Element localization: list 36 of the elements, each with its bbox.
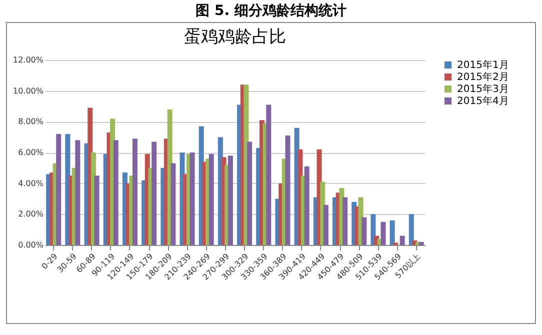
bar [170, 163, 176, 245]
y-tick-label: 2.00% [18, 210, 44, 219]
bar [132, 138, 138, 245]
bar [266, 104, 272, 245]
y-tick-label: 0.00% [18, 240, 44, 250]
bar [390, 220, 395, 245]
bar [190, 152, 195, 245]
bar [323, 204, 328, 245]
bar [113, 140, 118, 245]
bar [342, 197, 348, 245]
bar [247, 142, 252, 245]
bar [285, 136, 290, 245]
bar [94, 176, 100, 245]
bar [304, 166, 310, 245]
bar [152, 142, 157, 245]
bar [380, 222, 386, 245]
bar [370, 214, 376, 245]
bar [208, 154, 214, 245]
y-tick-label: 8.00% [18, 117, 44, 126]
legend-label: 2015年2月 [457, 71, 509, 83]
y-tick-label: 12.00% [12, 56, 44, 64]
y-tick-label: 10.00% [12, 86, 44, 96]
bar [228, 156, 233, 245]
y-tick-label: 6.00% [18, 148, 44, 157]
legend-label: 2015年3月 [457, 83, 509, 95]
bar [418, 242, 424, 245]
legend-label: 2015年4月 [457, 95, 509, 107]
bar [400, 236, 405, 245]
y-tick-label: 4.00% [18, 178, 44, 188]
bar [75, 140, 80, 245]
bar [408, 214, 414, 245]
chart-subtitle: 蛋鸡鸡龄占比 [184, 27, 286, 47]
bar [362, 217, 367, 245]
legend-label: 2015年1月 [457, 59, 509, 71]
bar [56, 134, 62, 245]
chart-title: 图 5. 细分鸡龄结构统计 [194, 2, 348, 21]
